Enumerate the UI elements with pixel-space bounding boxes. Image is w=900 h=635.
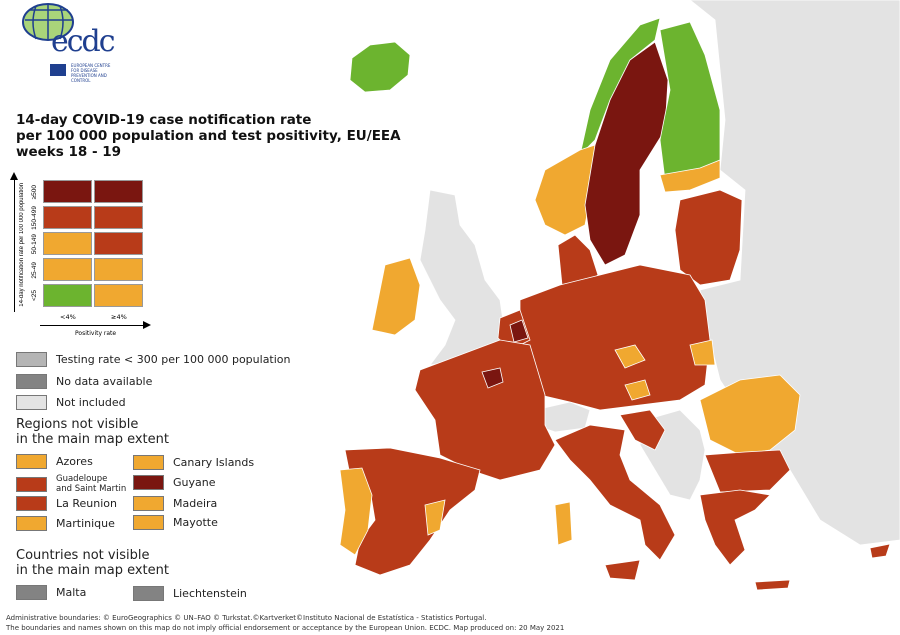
matrix-cell [43,206,92,229]
legend-country: Malta [16,585,86,600]
region-sweden [584,41,669,266]
row-label: 25-49 [31,261,38,279]
title-line-2: per 100 000 population and test positivi… [16,128,401,144]
region-belgium-hotspot [509,319,529,343]
region-paris-hotspot [481,367,504,389]
region-sardinia [554,501,573,546]
legend-no-data: No data available [16,374,152,389]
map-title: 14-day COVID-19 case notification rate p… [16,112,401,160]
title-line-1: 14-day COVID-19 case notification rate [16,112,312,128]
legend-region: La Reunion [16,496,117,511]
region-not-included-uk [419,189,506,366]
legend-region: Canary Islands [133,455,254,470]
y-axis-line [14,178,15,312]
legend-testing: Testing rate < 300 per 100 000 populatio… [16,352,291,367]
region-bulgaria [704,449,791,493]
countries-heading: Countries not visible in the main map ext… [16,548,169,578]
row-label: <25 [31,290,38,302]
region-spain-orange [424,499,446,536]
legend-region: Guadeloupe and Saint Martin [16,474,126,494]
regions-heading: Regions not visible in the main map exten… [16,417,169,447]
region-norway-north [579,17,661,157]
col-label: <4% [60,313,76,321]
row-label: 150-499 [31,206,38,230]
matrix-cell [94,284,143,307]
region-crete [754,579,791,591]
y-axis-arrow-icon [10,172,18,180]
matrix-cell [94,258,143,281]
logo-subtitle: EUROPEAN CENTRE FOR DISEASE PREVENTION A… [71,63,111,83]
y-axis-label: 14-day notification rate per 100 000 pop… [18,183,25,307]
region-central-europe [519,264,711,411]
matrix-cell [43,258,92,281]
footer-line-2: The boundaries and names shown on this m… [6,623,565,632]
row-label-box: <25 [30,284,40,308]
region-croatia [619,409,666,451]
x-axis-label: Positivity rate [75,330,117,337]
x-axis-line [40,325,145,326]
region-norway-south [534,144,596,236]
footer-line-1: Administrative boundaries: © EuroGeograp… [6,614,487,622]
region-finland-south [659,159,721,193]
region-italy [554,424,676,561]
col-label: ≥4% [111,313,127,321]
row-label-box: 150-499 [30,206,40,230]
matrix-cell [43,284,92,307]
legend-not-included: Not included [16,395,126,410]
matrix-cell [94,232,143,255]
legend-region: Azores [16,454,93,469]
legend-region: Mayotte [133,515,218,530]
row-label: 50-149 [31,233,38,255]
legend-region: Guyane [133,475,216,490]
matrix-cell [43,232,92,255]
footer-credits: Administrative boundaries: © EuroGeograp… [6,614,564,633]
matrix-cell [94,206,143,229]
row-label-box: 25-49 [30,258,40,282]
region-ireland [371,257,421,336]
title-line-3: weeks 18 - 19 [16,144,122,160]
y-axis-label-box: 14-day notification rate per 100 000 pop… [17,170,26,320]
region-finland [659,21,721,181]
globe-icon [22,3,74,41]
region-sicily [604,559,641,581]
region-greece [699,489,771,566]
region-orange-czech [614,344,646,369]
region-portugal [339,467,373,556]
row-label: ≥500 [31,184,38,200]
region-orange-east [689,339,716,366]
x-axis-arrow-icon [143,321,151,329]
region-baltics [674,189,743,286]
logo-text: ecdc [51,24,116,59]
matrix-cell [94,180,143,203]
row-label-box: ≥500 [30,180,40,204]
region-cyprus [869,543,891,559]
legend-region: Martinique [16,516,115,531]
row-label-box: 50-149 [30,232,40,256]
eu-flag-icon [50,64,66,76]
matrix-cell [43,180,92,203]
legend-country: Liechtenstein [133,586,247,601]
region-iceland [349,41,411,93]
region-romania [699,374,801,456]
ecdc-logo: ecdc EUROPEAN CENTRE FOR DISEASE PREVENT… [15,2,116,84]
region-france [414,339,556,481]
region-orange-hungary [624,379,651,401]
legend-region: Madeira [133,496,217,511]
